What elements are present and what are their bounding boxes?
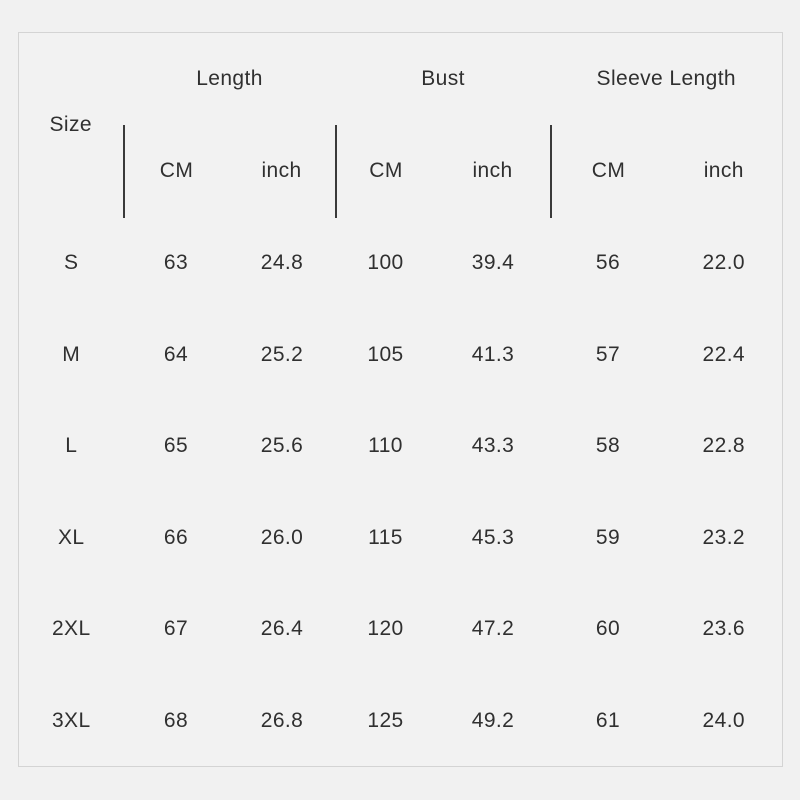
header-group-length: Length	[123, 32, 336, 125]
cell-bust-cm: 110	[335, 400, 436, 492]
cell-sleeve-cm: 58	[550, 400, 666, 492]
header-row-groups: Size Length Bust Sleeve Length	[18, 32, 783, 218]
cell-size: L	[18, 400, 124, 492]
cell-sleeve-cm: 57	[550, 309, 666, 401]
cell-length-cm: 65	[123, 400, 229, 492]
cell-sleeve-inch: 24.0	[665, 675, 783, 767]
cell-bust-inch: 41.3	[435, 309, 551, 401]
cell-size: XL	[18, 492, 124, 584]
cell-length-cm: 67	[123, 583, 229, 675]
cell-sleeve-cm: 56	[550, 217, 666, 309]
header-group-bust: Bust	[335, 32, 551, 125]
cell-sleeve-inch: 22.8	[665, 400, 783, 492]
cell-length-cm: 63	[123, 217, 229, 309]
table-row: S 63 24.8 100 39.4 56 22.0	[18, 217, 783, 309]
cell-bust-inch: 45.3	[435, 492, 551, 584]
cell-length-inch: 24.8	[228, 217, 336, 309]
header-unit-length-cm: CM	[122, 124, 229, 218]
table-row: M 64 25.2 105 41.3 57 22.4	[18, 309, 783, 401]
header-unit-sleeve-inch: inch	[665, 124, 783, 218]
cell-size: 2XL	[18, 583, 124, 675]
cell-length-cm: 66	[123, 492, 229, 584]
header-unit-bust-cm: CM	[334, 124, 436, 218]
cell-length-inch: 25.6	[228, 400, 336, 492]
header-group-sleeve-length: Sleeve Length	[550, 32, 783, 125]
cell-bust-inch: 49.2	[435, 675, 551, 767]
cell-bust-cm: 100	[335, 217, 436, 309]
cell-size: M	[18, 309, 124, 401]
cell-bust-cm: 125	[335, 675, 436, 767]
header-row-units: CM inch CM inch CM inch	[19, 124, 783, 218]
size-chart-container: Size Length Bust Sleeve Length CM inch C…	[18, 32, 784, 767]
cell-sleeve-cm: 59	[550, 492, 666, 584]
header-unit-sleeve-cm: CM	[549, 124, 666, 218]
cell-bust-cm: 105	[335, 309, 436, 401]
table-body: S 63 24.8 100 39.4 56 22.0 M 64 25.2 105 41.3 57 22.4…	[18, 217, 783, 767]
size-chart-table: Size Length Bust Sleeve Length CM inch C…	[18, 32, 784, 767]
cell-length-inch: 26.4	[228, 583, 336, 675]
cell-length-inch: 26.8	[228, 675, 336, 767]
header-unit-length-inch: inch	[228, 124, 336, 218]
cell-bust-inch: 47.2	[435, 583, 551, 675]
cell-size: 3XL	[18, 675, 124, 767]
cell-sleeve-inch: 23.2	[665, 492, 783, 584]
cell-length-cm: 64	[123, 309, 229, 401]
cell-length-inch: 25.2	[228, 309, 336, 401]
table-row: L 65 25.6 110 43.3 58 22.8	[18, 400, 783, 492]
cell-bust-inch: 39.4	[435, 217, 551, 309]
table-row: 2XL 67 26.4 120 47.2 60 23.6	[18, 583, 783, 675]
cell-bust-inch: 43.3	[435, 400, 551, 492]
header-unit-bust-inch: inch	[435, 124, 551, 218]
cell-size: S	[18, 217, 124, 309]
cell-length-cm: 68	[123, 675, 229, 767]
cell-sleeve-inch: 23.6	[665, 583, 783, 675]
cell-sleeve-inch: 22.4	[665, 309, 783, 401]
header-size: Size	[18, 32, 124, 218]
cell-length-inch: 26.0	[228, 492, 336, 584]
table-row: 3XL 68 26.8 125 49.2 61 24.0	[18, 675, 783, 767]
cell-bust-cm: 120	[335, 583, 436, 675]
cell-sleeve-inch: 22.0	[665, 217, 783, 309]
cell-sleeve-cm: 61	[550, 675, 666, 767]
table-row: XL 66 26.0 115 45.3 59 23.2	[18, 492, 783, 584]
cell-sleeve-cm: 60	[550, 583, 666, 675]
table-head: Size Length Bust Sleeve Length CM inch C…	[18, 32, 783, 218]
cell-bust-cm: 115	[335, 492, 436, 584]
